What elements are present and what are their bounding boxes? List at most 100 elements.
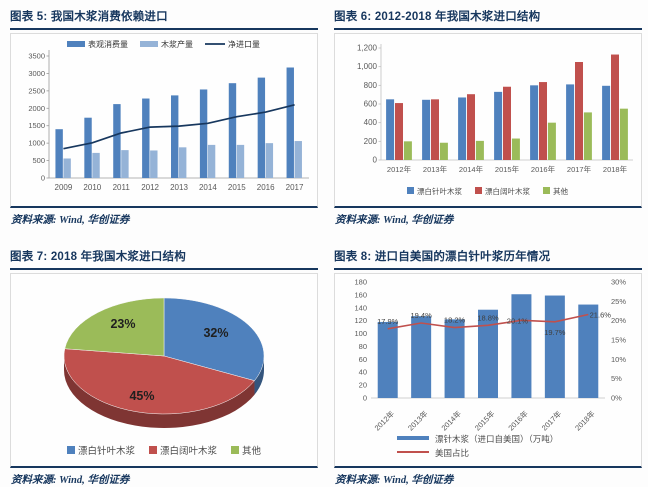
bar [511,138,520,160]
legend-label: 漂白针叶木浆 [78,445,136,457]
y-tick-label: 1,000 [357,62,378,71]
bar [619,108,628,160]
x-tick-label: 2015 [228,183,246,192]
x-tick-label: 2012 [141,183,159,192]
x-tick-label: 2014年 [439,408,464,433]
bar [444,319,465,398]
legend-swatch [67,41,85,47]
legend-label: 漂白阔叶木浆 [160,445,218,457]
y-tick-label: 1,200 [357,44,378,53]
bar [494,91,503,160]
pie-label: 45% [129,389,154,403]
legend-swatch [67,446,75,454]
bar [207,144,216,178]
bar [566,84,575,160]
bar [377,321,398,398]
bar [395,103,403,160]
x-tick-label: 2013年 [405,408,430,433]
chart6-title: 图表 6: 2012-2018 年我国木浆进口结构 [334,6,642,30]
chart7-legend: 漂白针叶木浆 漂白阔叶木浆 其他 [67,445,262,457]
y-tick-label: 600 [364,100,378,109]
x-tick-label: 2013 [170,183,188,192]
pie-slice [63,348,255,415]
x-tick-label: 2013年 [423,164,448,174]
x-tick-label: 2011 [113,183,131,192]
chart7-box: 32% 45% 23% 漂白针叶木浆 漂白阔叶木浆 其他 [10,273,318,468]
bar [121,150,129,178]
panel-chart7: 图表 7: 2018 年我国木浆进口结构 32% 45% 23% 漂白针叶木浆 漂白阔叶… [0,240,324,487]
bar [575,62,583,160]
y-tick-label-left: 160 [354,290,367,299]
panel-chart5: 图表 5: 我国木浆消费依赖进口 表观消费量 木浆产量 净进口量 0 500 1000 15… [0,0,324,240]
chart8-legend: 漂针木浆（进口自美国）（万吨） 美国占比 [397,434,558,458]
chart7-source: 资料来源: Wind, 华创证券 [11,475,130,486]
chart6-box: 0 200 400 600 800 1,000 1,200 2012年 2013年 2014年 20… [334,33,642,208]
x-tick-label: 2014年 [459,164,484,174]
legend-swatch [397,436,429,440]
bar [422,99,431,160]
bar [286,67,294,178]
bar [578,304,599,398]
legend-label: 美国占比 [435,448,469,458]
y-tick-label: 400 [364,118,378,127]
y-tick-label: 500 [32,156,45,165]
chart8-source: 资料来源: Wind, 华创证券 [335,475,454,486]
bar [63,158,71,178]
x-tick-label: 2015年 [472,408,497,433]
bar-series-1 [63,141,302,178]
y-tick-label: 1000 [28,139,45,148]
y-tick-label-left: 180 [354,278,367,287]
bar [113,104,121,178]
bar [544,295,565,398]
x-tick-label: 2015年 [495,164,520,174]
x-tick-label: 2018年 [573,408,598,433]
bar [458,97,467,160]
x-tick-label: 2009 [55,183,73,192]
legend-swatch [231,446,239,454]
y-tick-label-left: 20 [359,381,367,390]
x-tick-label: 2017年 [539,408,564,433]
bar [179,147,187,178]
y-tick-label: 200 [364,137,378,146]
bar [403,141,412,160]
y-tick-label-right: 25% [611,297,626,306]
pie-slice-side [64,356,255,428]
bar [478,309,498,398]
bar [386,99,395,160]
bar [150,150,158,178]
chart5-source: 资料来源: Wind, 华创证券 [11,215,130,226]
panel-chart8: 图表 8: 进口自美国的漂白针叶浆历年情况 0 20 40 60 80 100 120 140… [324,240,648,487]
line-point-label: 19.4% [411,311,433,320]
bar [142,98,150,178]
bar [55,129,63,178]
y-tick-label-left: 60 [359,355,367,364]
y-tick-label: 800 [364,81,378,90]
legend-label: 表观消费量 [88,39,128,49]
y-tick-label: 2000 [28,104,45,113]
line-series [387,313,589,330]
x-tick-label: 2016年 [506,408,531,433]
x-tick-label: 2018年 [603,164,628,174]
bar [171,95,179,178]
bar [467,94,475,160]
y-tick-label-left: 0 [363,394,367,403]
bar [475,140,484,160]
legend-swatch [407,187,414,194]
y-tick-label-right: 5% [611,374,622,383]
x-tick-label: 2017 [286,183,304,192]
y-tick-label-left: 100 [354,329,367,338]
bar [199,89,208,178]
line-point-label: 18.8% [477,313,499,322]
chart8-title: 图表 8: 进口自美国的漂白针叶浆历年情况 [334,246,642,270]
bar [530,85,539,160]
bar [411,316,432,398]
legend-label: 净进口量 [228,39,260,49]
bar-series-0 [55,67,294,178]
y-tick-label-left: 120 [354,316,367,325]
y-tick-label-left: 40 [359,368,367,377]
line-point-label: 18.2% [444,316,466,325]
y-tick-label: 2500 [28,86,45,95]
chart5-title: 图表 5: 我国木浆消费依赖进口 [10,6,318,30]
legend-swatch [149,446,157,454]
